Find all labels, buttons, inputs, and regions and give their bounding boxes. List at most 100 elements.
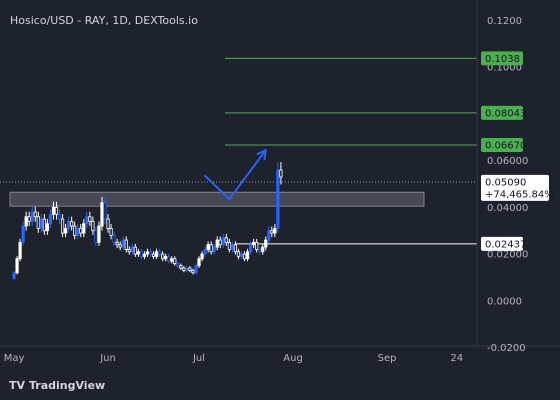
candle xyxy=(36,211,40,233)
y-tick-label: -0.0200 xyxy=(487,343,526,354)
candle xyxy=(106,214,110,233)
candle-body xyxy=(194,265,198,274)
target-tag-1[interactable]: 0.1038 xyxy=(481,51,523,66)
candle-body xyxy=(221,237,225,246)
target-tag-1-bg xyxy=(481,51,523,66)
candle xyxy=(94,226,98,246)
resistance-zone[interactable] xyxy=(9,191,425,207)
candle-body xyxy=(245,251,250,260)
tradingview-logo[interactable]: TV TradingView xyxy=(9,379,105,392)
candle xyxy=(230,241,234,253)
candle-body xyxy=(273,227,277,234)
y-tick-label: 0.06000 xyxy=(487,156,528,167)
candle xyxy=(115,238,119,249)
candle xyxy=(182,266,186,273)
candle-body xyxy=(18,241,22,260)
support-tag[interactable]: 0.02437 xyxy=(481,236,526,251)
candle-body xyxy=(97,225,101,243)
candle xyxy=(206,241,210,253)
candle xyxy=(79,224,83,238)
candle xyxy=(124,236,128,253)
projection-layer xyxy=(204,149,267,201)
target-tag-3-text: 0.06670 xyxy=(485,140,526,151)
candle xyxy=(200,251,204,262)
candle-body xyxy=(182,267,186,271)
candle-body xyxy=(233,244,238,253)
candle xyxy=(118,241,122,251)
candle-body xyxy=(30,211,34,222)
candle-body xyxy=(167,256,171,262)
price-axis[interactable]: 0.1200 0.1000 0.06000 0.04000 0.02000 0.0000 -… xyxy=(487,16,528,354)
candle xyxy=(54,201,59,220)
candle-body xyxy=(258,249,262,253)
candle xyxy=(267,226,271,244)
x-tick-label: May xyxy=(4,353,25,364)
candle-body xyxy=(151,253,156,257)
candle-body xyxy=(236,251,241,257)
candle xyxy=(76,224,80,240)
candle xyxy=(109,224,113,240)
candle-body xyxy=(158,251,162,255)
candle xyxy=(103,196,107,224)
target-tag-3[interactable]: 0.06670 xyxy=(481,137,526,152)
candle-body xyxy=(139,251,144,257)
candle xyxy=(273,224,277,238)
candle-body xyxy=(227,241,231,250)
candle xyxy=(42,214,46,235)
time-axis[interactable]: May Jun Jul Aug Sep 24 xyxy=(4,353,463,364)
candle xyxy=(236,248,241,260)
candle-body xyxy=(118,244,122,248)
candle-body xyxy=(197,258,201,267)
current-price-tag-bg xyxy=(481,174,549,201)
candle-body xyxy=(73,225,77,236)
candle xyxy=(255,238,259,253)
projection-path[interactable] xyxy=(204,149,267,201)
candle xyxy=(215,236,219,251)
candle xyxy=(245,248,250,262)
candle xyxy=(100,196,104,231)
price-tags: 0.1038 0.08043 0.06670 0.02437 0.05090+74,46… xyxy=(481,51,554,251)
projection-arrowhead xyxy=(256,149,267,161)
current-price-tag[interactable]: 0.05090+74,465.84% xyxy=(481,174,554,201)
current-change-text: +74,465.84% xyxy=(485,189,554,200)
candle-body xyxy=(12,272,16,279)
candle-body xyxy=(109,227,113,236)
candle xyxy=(258,246,262,255)
candle-body xyxy=(79,227,83,234)
candle-body xyxy=(51,206,56,215)
y-tick-label: 0.1200 xyxy=(487,16,522,27)
candle-body xyxy=(76,227,80,236)
candle xyxy=(39,214,43,233)
candle-body xyxy=(200,253,204,260)
current-price-text: 0.05090 xyxy=(485,177,526,188)
target-tag-2[interactable]: 0.08043 xyxy=(481,105,526,120)
candle-body xyxy=(154,251,159,257)
candle xyxy=(139,248,144,260)
candle-body xyxy=(224,237,228,243)
levels-layer xyxy=(0,57,477,245)
candle xyxy=(121,236,125,251)
candle xyxy=(88,211,92,227)
y-tick-label: 0.04000 xyxy=(487,203,528,214)
candle-body xyxy=(124,239,128,250)
candle-body xyxy=(255,241,259,250)
candle xyxy=(218,236,222,249)
candle xyxy=(161,251,165,262)
candle-body xyxy=(130,246,134,253)
y-tick-label: 0.1000 xyxy=(487,63,522,74)
candle-body xyxy=(148,251,153,255)
candle xyxy=(133,243,137,257)
candle xyxy=(185,266,189,273)
candle-body xyxy=(279,169,283,178)
candle-body xyxy=(176,263,180,267)
candle xyxy=(97,221,101,246)
candle xyxy=(136,248,140,257)
target-tag-3-bg xyxy=(481,137,523,152)
candle xyxy=(27,211,31,227)
candle-body xyxy=(42,218,46,232)
chart-title: Hosico/USD - RAY, 1D, DEXTools.io xyxy=(10,14,198,27)
candle xyxy=(91,216,95,235)
candle-body xyxy=(33,211,37,218)
candle-body xyxy=(94,230,98,243)
candle-body xyxy=(70,220,74,227)
